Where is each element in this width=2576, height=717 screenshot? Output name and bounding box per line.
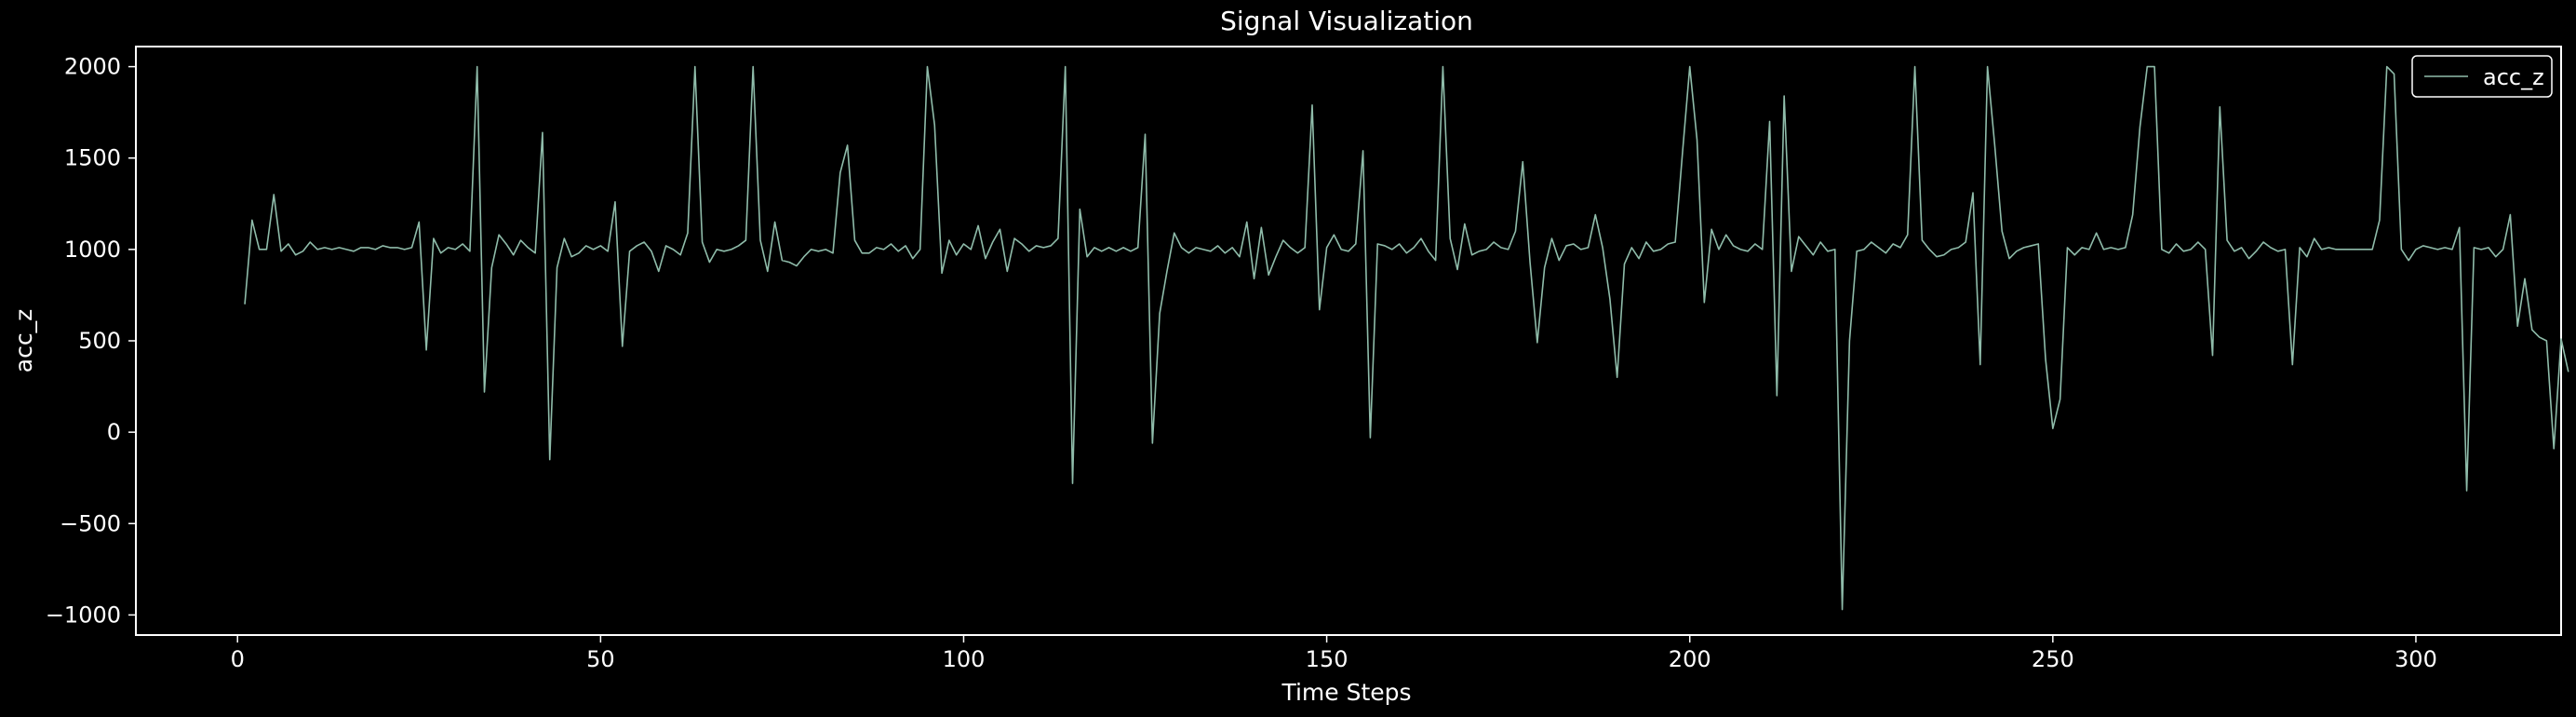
x-axis-label: Time Steps — [1281, 679, 1411, 706]
y-tick-label: 1500 — [64, 145, 121, 171]
x-tick-label: 100 — [943, 646, 986, 672]
legend-label-acc_z: acc_z — [2483, 64, 2544, 90]
series-line-acc_z — [244, 65, 2569, 611]
x-tick-label: 50 — [586, 646, 615, 672]
legend: acc_z — [2411, 55, 2553, 98]
x-tick-label: 150 — [1306, 646, 1348, 672]
y-tick-label: −1000 — [46, 602, 121, 628]
chart-title: Signal Visualization — [1220, 6, 1473, 36]
y-axis-label: acc_z — [10, 309, 37, 372]
x-axis-ticks: 0 50 100 150 200 250 300 — [231, 635, 2437, 672]
y-tick-label: 2000 — [64, 54, 121, 80]
y-tick-label: −500 — [60, 510, 121, 536]
x-tick-label: 0 — [231, 646, 245, 672]
legend-box — [2411, 55, 2553, 98]
y-tick-label: 0 — [107, 419, 121, 445]
y-tick-label: 1000 — [64, 237, 121, 263]
x-tick-label: 300 — [2395, 646, 2437, 672]
x-tick-label: 200 — [1669, 646, 1711, 672]
x-tick-label: 250 — [2032, 646, 2074, 672]
y-tick-label: 500 — [78, 328, 121, 354]
y-axis-ticks: −1000 −500 0 500 1000 1500 2000 — [46, 54, 136, 628]
